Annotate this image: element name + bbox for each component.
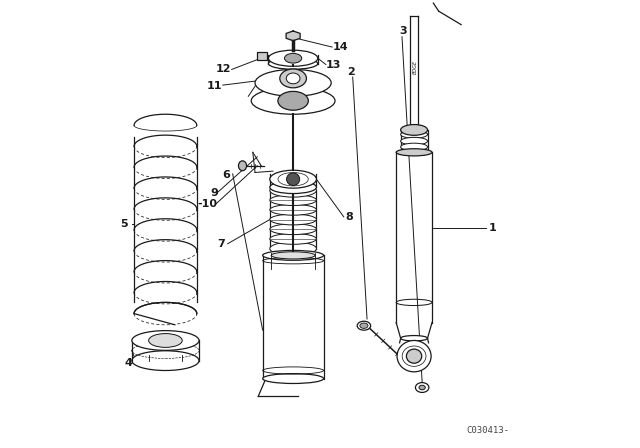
Text: 13: 13 <box>326 60 341 70</box>
Ellipse shape <box>401 131 428 138</box>
Ellipse shape <box>401 125 428 135</box>
Ellipse shape <box>252 87 335 114</box>
Text: 9: 9 <box>211 188 218 198</box>
Ellipse shape <box>271 252 315 259</box>
Ellipse shape <box>285 53 301 63</box>
Ellipse shape <box>270 184 316 197</box>
Ellipse shape <box>239 161 246 171</box>
Text: BOGE: BOGE <box>413 60 418 74</box>
Ellipse shape <box>132 331 199 350</box>
Ellipse shape <box>397 340 431 372</box>
FancyBboxPatch shape <box>257 52 267 60</box>
Text: 2: 2 <box>348 67 355 77</box>
Ellipse shape <box>357 321 371 330</box>
Ellipse shape <box>270 214 316 225</box>
Polygon shape <box>286 31 300 41</box>
Ellipse shape <box>270 204 316 215</box>
Text: 8: 8 <box>345 212 353 222</box>
Text: 7: 7 <box>218 239 225 249</box>
Ellipse shape <box>419 385 426 390</box>
Ellipse shape <box>280 69 307 88</box>
Ellipse shape <box>270 233 316 244</box>
Ellipse shape <box>360 323 368 328</box>
Text: 5: 5 <box>120 219 128 229</box>
Text: 14: 14 <box>332 42 348 52</box>
Ellipse shape <box>415 383 429 392</box>
Ellipse shape <box>401 336 428 341</box>
Ellipse shape <box>401 143 428 151</box>
Text: C030413-: C030413- <box>467 426 509 435</box>
Ellipse shape <box>396 149 432 156</box>
Ellipse shape <box>401 138 428 145</box>
Bar <box>289 83 298 87</box>
Ellipse shape <box>270 224 316 235</box>
Ellipse shape <box>132 351 199 370</box>
Text: 12: 12 <box>216 65 232 74</box>
Ellipse shape <box>270 170 316 188</box>
Text: 1: 1 <box>488 224 497 233</box>
Ellipse shape <box>406 349 422 363</box>
Ellipse shape <box>255 69 332 96</box>
Bar <box>396 152 432 323</box>
Ellipse shape <box>286 73 300 84</box>
Ellipse shape <box>270 242 316 255</box>
Ellipse shape <box>262 374 324 383</box>
Ellipse shape <box>270 181 316 194</box>
Ellipse shape <box>278 91 308 110</box>
Ellipse shape <box>269 50 317 66</box>
Ellipse shape <box>270 195 316 206</box>
Text: 3: 3 <box>399 26 407 36</box>
Text: 6: 6 <box>222 170 230 180</box>
Text: 4: 4 <box>124 358 132 368</box>
Ellipse shape <box>287 173 300 185</box>
Text: -10: -10 <box>197 199 217 209</box>
Ellipse shape <box>269 58 317 69</box>
Bar <box>262 255 324 379</box>
Ellipse shape <box>262 250 324 260</box>
Text: 11: 11 <box>207 81 223 91</box>
Ellipse shape <box>148 334 182 347</box>
